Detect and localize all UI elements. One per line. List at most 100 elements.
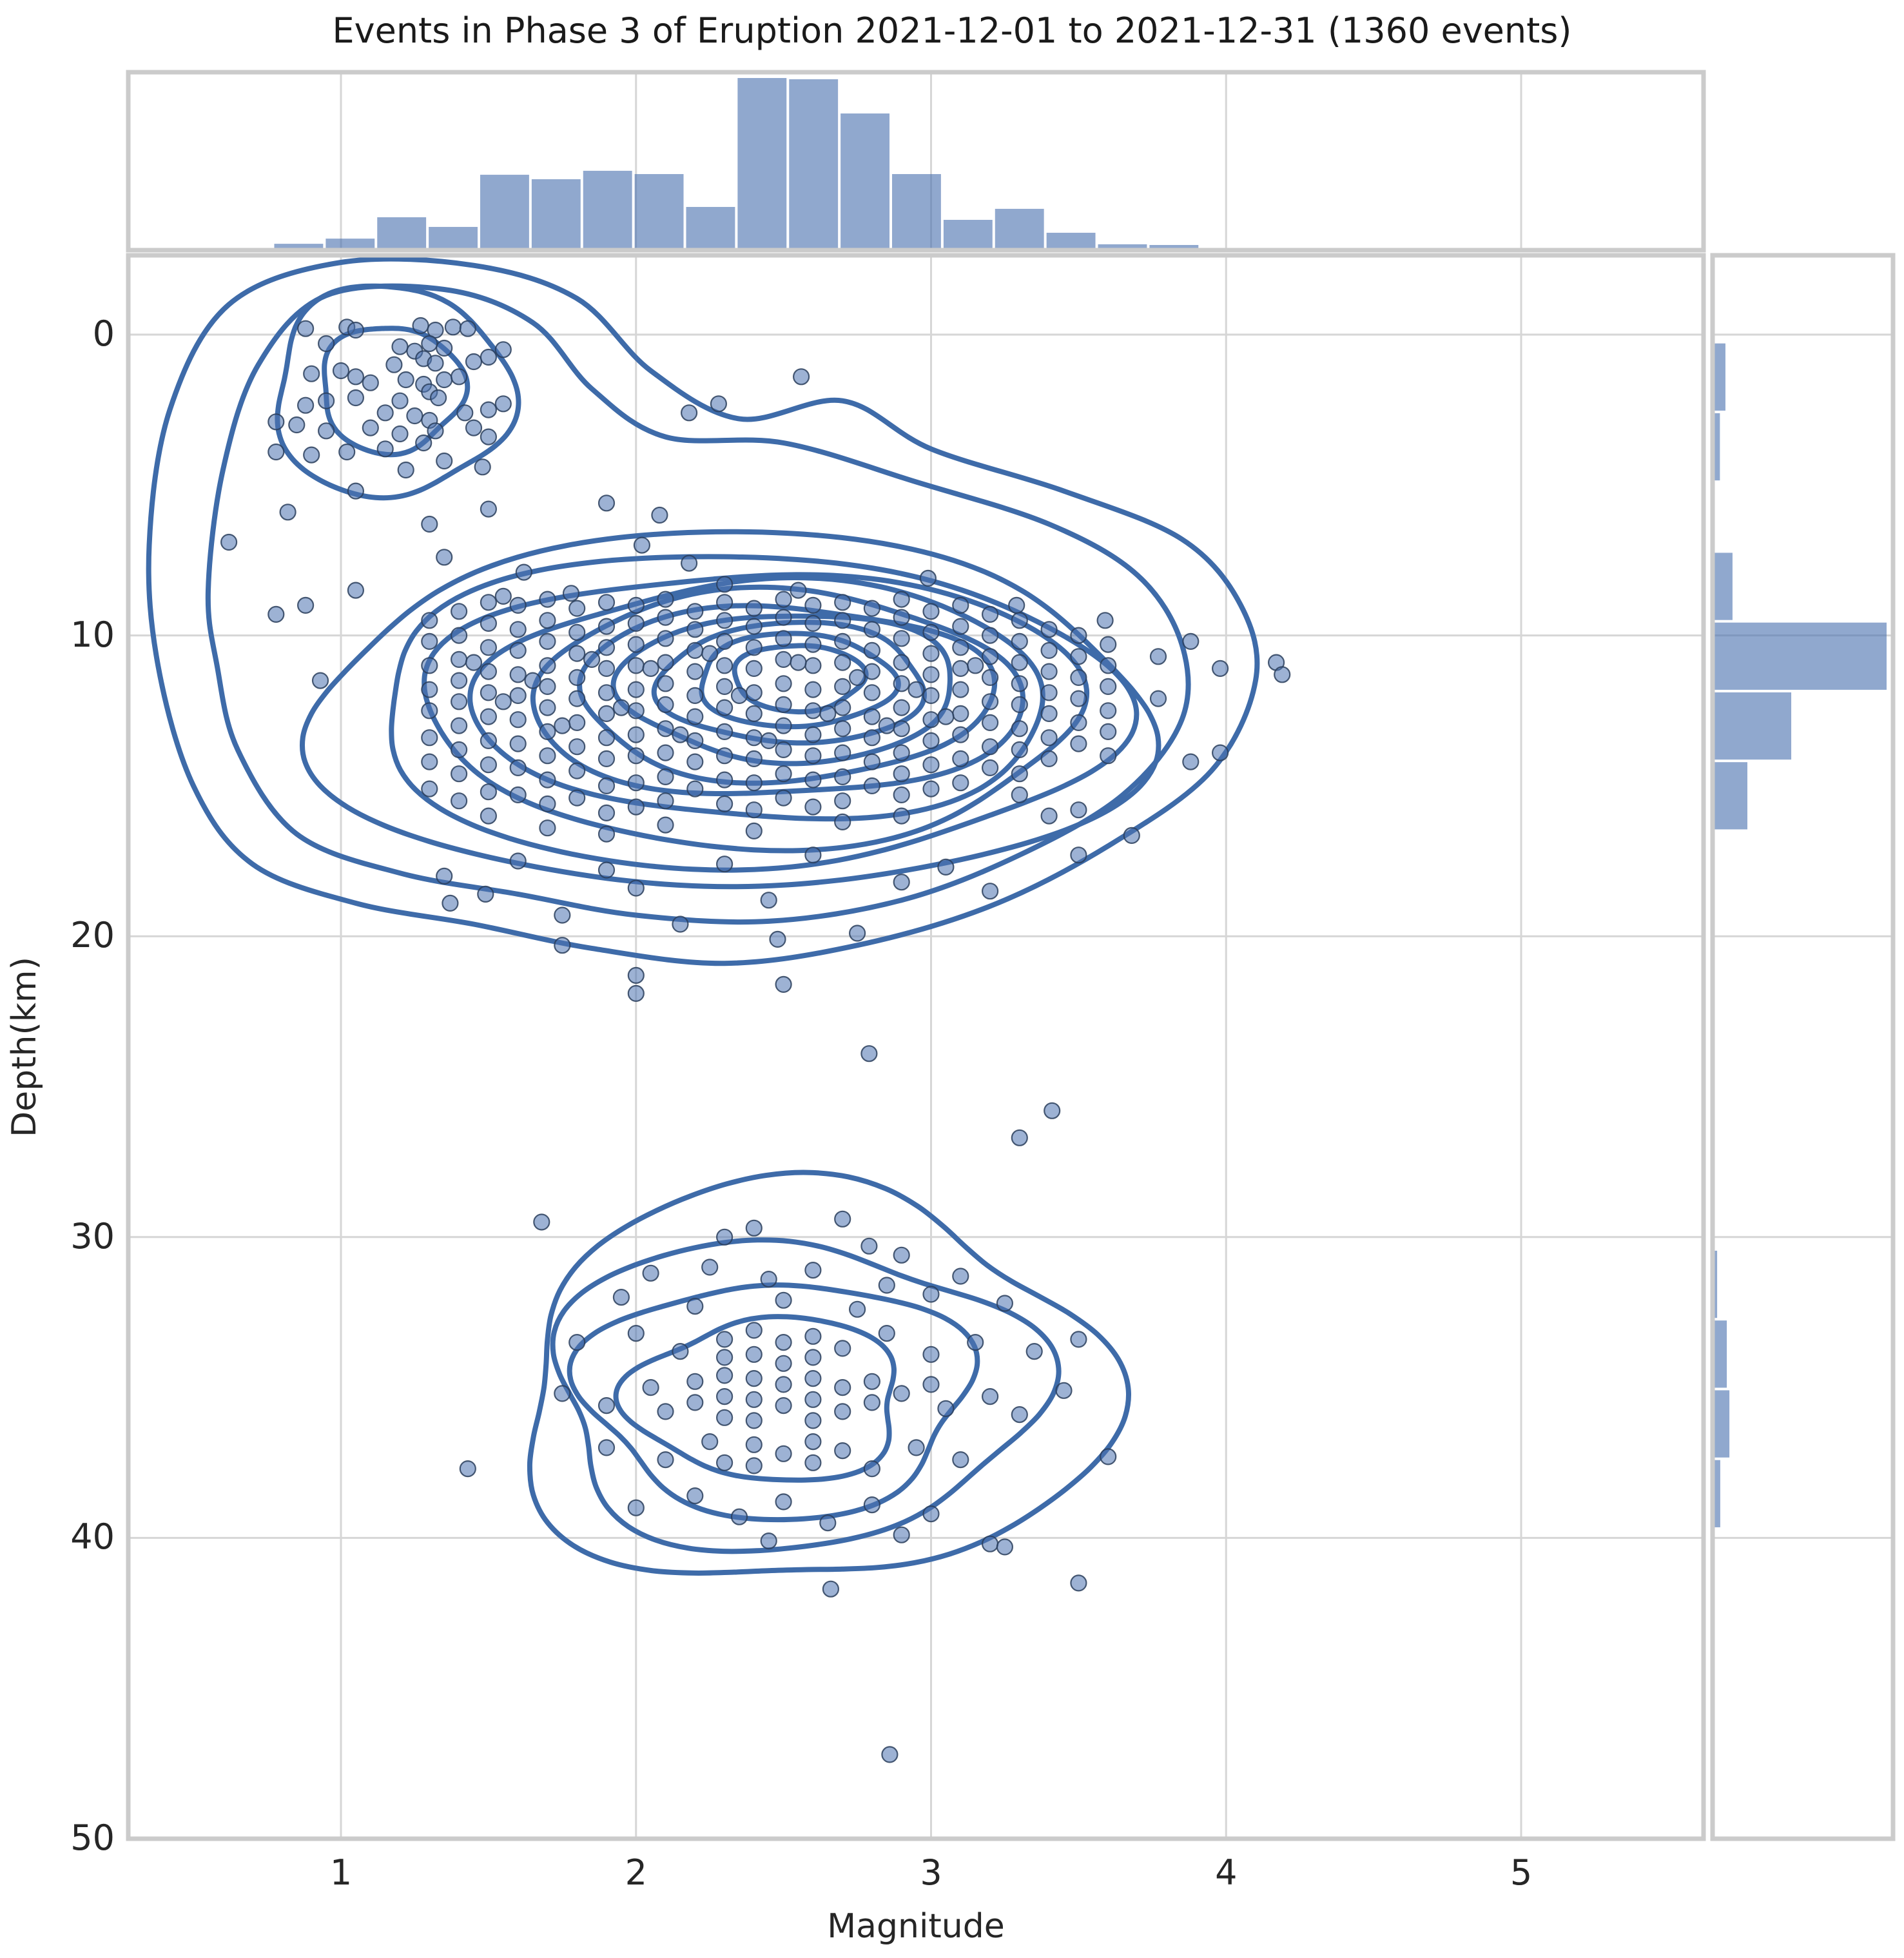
scatter-point: [1100, 1448, 1117, 1465]
scatter-point: [436, 371, 453, 389]
scatter-point: [554, 1385, 571, 1402]
scatter-point: [627, 596, 645, 614]
scatter-point: [937, 1400, 955, 1417]
scatter-point: [657, 609, 674, 626]
scatter-point: [568, 738, 586, 756]
scatter-point: [952, 681, 969, 698]
scatter-point: [279, 504, 296, 521]
scatter-point: [436, 867, 453, 885]
scatter-point: [539, 699, 556, 716]
magnitude-hist-bar: [531, 179, 581, 250]
scatter-point: [539, 632, 556, 651]
scatter-point: [450, 627, 468, 644]
scatter-point: [922, 687, 940, 705]
x-tick-label: 4: [1215, 1852, 1238, 1893]
scatter-point: [745, 1457, 763, 1474]
scatter-point: [775, 717, 792, 734]
scatter-point: [657, 792, 674, 810]
scatter-point: [769, 930, 786, 948]
kde-contour-outer: [205, 283, 1191, 925]
scatter-point: [819, 1514, 837, 1532]
scatter-point: [627, 798, 645, 816]
scatter-point: [745, 1219, 763, 1237]
scatter-point: [775, 609, 792, 626]
scatter-point: [450, 792, 468, 810]
scatter-point: [710, 395, 728, 413]
scatter-point: [922, 1376, 940, 1393]
scatter-point: [442, 894, 459, 912]
scatter-point: [597, 705, 616, 723]
scatter-point: [459, 1460, 476, 1478]
scatter-point: [686, 641, 704, 660]
scatter-point: [1040, 684, 1058, 701]
scatter-point: [597, 660, 616, 678]
scatter-point: [509, 786, 527, 804]
main-axes-frame: [126, 253, 1706, 1841]
scatter-point: [893, 1385, 910, 1402]
scatter-point: [1070, 648, 1087, 665]
scatter-point: [745, 684, 763, 701]
scatter-point: [1011, 675, 1028, 692]
scatter-point: [1182, 753, 1200, 770]
scatter-point: [1100, 723, 1117, 741]
scatter-point: [494, 693, 512, 710]
scatter-point: [657, 696, 674, 714]
scatter-point: [539, 819, 556, 837]
scatter-point: [627, 702, 645, 720]
scatter-point: [745, 774, 763, 792]
scatter-point: [1040, 621, 1058, 638]
scatter-point: [657, 591, 674, 608]
scatter-point: [311, 672, 329, 689]
scatter-point: [804, 614, 822, 632]
scatter-point: [804, 1391, 822, 1408]
scatter-point: [436, 549, 453, 566]
scatter-point: [952, 774, 969, 792]
scatter-point: [952, 660, 969, 678]
scatter-point: [480, 401, 498, 418]
scatter-point: [715, 1367, 733, 1384]
scatter-point: [318, 392, 335, 409]
scatter-point: [819, 705, 837, 723]
scatter-point: [834, 813, 851, 831]
scatter-point: [804, 1433, 822, 1451]
scatter-point: [775, 1334, 792, 1351]
scatter-point: [568, 789, 586, 807]
scatter-point: [450, 765, 468, 783]
scatter-point: [878, 717, 895, 734]
scatter-point: [715, 678, 733, 696]
scatter-point: [775, 975, 792, 994]
scatter-point: [297, 596, 315, 614]
scatter-point: [967, 657, 984, 674]
scatter-point: [686, 621, 704, 638]
scatter-point: [267, 443, 285, 461]
scatter-point: [568, 1334, 586, 1351]
y-tick-label: 50: [70, 1817, 115, 1858]
scatter-point: [745, 1370, 763, 1387]
scatter-point: [657, 768, 674, 786]
chart-title: Events in Phase 3 of Eruption 2021-12-01…: [332, 10, 1572, 51]
scatter-point: [568, 690, 586, 707]
depth-hist-bar: [1714, 343, 1725, 411]
scatter-point: [318, 335, 335, 353]
scatter-point: [456, 404, 474, 422]
scatter-point: [996, 1295, 1014, 1312]
scatter-point: [597, 594, 616, 611]
magnitude-hist-bar: [1149, 244, 1199, 250]
scatter-point: [421, 632, 438, 651]
scatter-point: [952, 1451, 969, 1469]
scatter-point: [834, 744, 851, 761]
scatter-point: [775, 1445, 792, 1462]
scatter-point: [657, 654, 674, 671]
scatter-point: [1123, 827, 1140, 845]
scatter-point: [834, 678, 851, 696]
scatter-point: [429, 389, 447, 407]
scatter-point: [804, 1261, 822, 1279]
scatter-point: [893, 609, 910, 626]
scatter-point: [981, 883, 999, 900]
scatter-point: [509, 735, 527, 752]
y-tick-label: 20: [70, 915, 115, 956]
scatter-point: [745, 1322, 763, 1339]
scatter-point: [480, 708, 498, 725]
